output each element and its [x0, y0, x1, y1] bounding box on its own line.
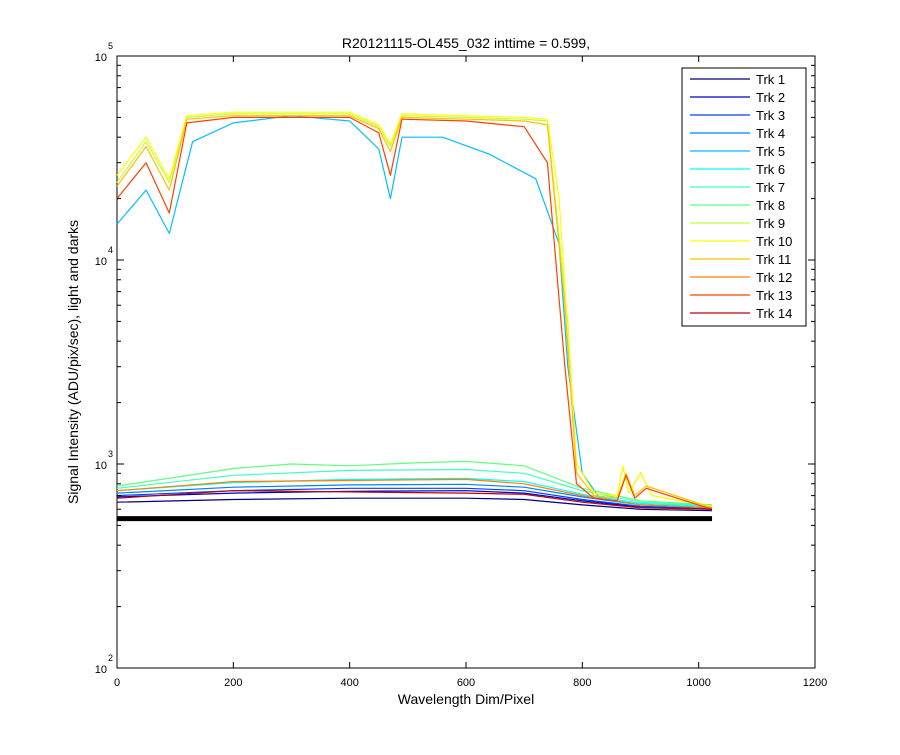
series-line-trk-2: [116, 490, 713, 510]
legend-label: Trk 11: [756, 252, 791, 267]
series-line-trk-14: [116, 490, 713, 510]
x-tick-label: 0: [114, 677, 120, 689]
legend-label: Trk 7: [756, 180, 785, 195]
legend-label: Trk 9: [756, 216, 785, 231]
legend-label: Trk 1: [756, 72, 785, 87]
data-layer: [116, 111, 713, 522]
legend-label: Trk 14: [756, 306, 792, 321]
legend-label: Trk 2: [756, 90, 785, 105]
series-line-trk-13: [116, 116, 713, 510]
series-line-trk-12: [116, 478, 713, 509]
y-tick-label: 10: [95, 460, 107, 472]
x-tick-label: 400: [340, 677, 358, 689]
x-tick-label: 600: [457, 677, 475, 689]
series-line-trk-8: [116, 460, 713, 506]
legend-box: [681, 67, 807, 327]
legend-label: Trk 5: [756, 144, 785, 159]
y-tick-label: 10: [95, 664, 107, 676]
legend-label: Trk 4: [756, 126, 785, 141]
legend-label: Trk 8: [756, 198, 785, 213]
series-line-trk-1: [116, 497, 713, 512]
x-axis-label: Wavelength Dim/Pixel: [398, 691, 534, 707]
x-tick-label: 200: [224, 677, 242, 689]
series-line-trk-11: [116, 115, 713, 509]
series-line-trk-10: [116, 111, 713, 507]
series-line-trk-7: [116, 468, 713, 507]
x-tick-label: 800: [573, 677, 591, 689]
legend-label: Trk 12: [756, 270, 792, 285]
y-tick-exponent: 4: [108, 245, 113, 255]
y-tick-exponent: 5: [108, 41, 113, 51]
legend-label: Trk 6: [756, 162, 785, 177]
legend-label: Trk 13: [756, 288, 792, 303]
y-tick-label: 10: [95, 256, 107, 268]
x-tick-label: 1000: [686, 677, 710, 689]
y-tick-exponent: 2: [108, 653, 113, 663]
y-tick-label: 10: [95, 52, 107, 64]
series-line-trk-6: [116, 477, 713, 507]
legend-label: Trk 3: [756, 108, 785, 123]
x-tick-label: 1200: [803, 677, 827, 689]
legend: Trk 1 Trk 2 Trk 3 Trk 4 Trk 5 Trk 6 Trk 7 Trk 8…: [681, 67, 807, 327]
y-axis-label: Signal Intensity (ADU/pix/sec), light an…: [65, 220, 81, 504]
legend-label: Trk 10: [756, 234, 792, 249]
y-tick-exponent: 3: [108, 449, 113, 459]
chart-title: R20121115-OL455_032 inttime = 0.599,: [342, 35, 590, 51]
